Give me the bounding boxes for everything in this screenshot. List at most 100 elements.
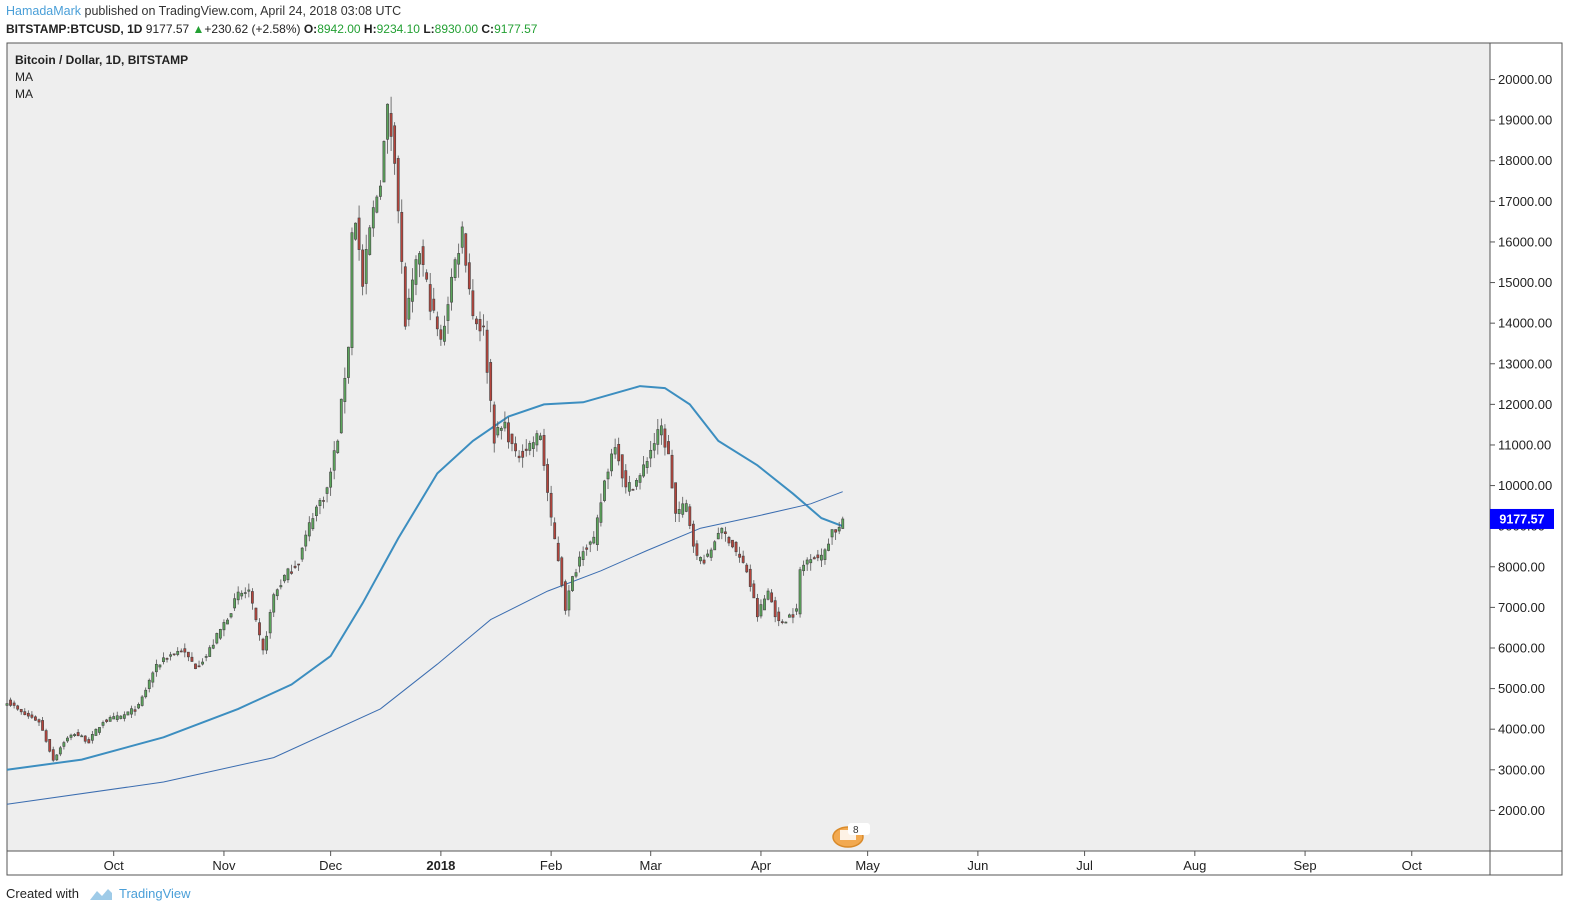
candle <box>460 221 464 254</box>
candle <box>147 678 151 693</box>
candle <box>453 257 457 281</box>
candle <box>748 564 752 592</box>
candle <box>325 486 329 503</box>
candle <box>492 401 496 453</box>
candle <box>571 575 574 592</box>
last-price-label: 9177.57 <box>1490 508 1554 529</box>
candle <box>656 419 660 455</box>
tradingview-link[interactable]: TradingView <box>118 886 191 901</box>
candle <box>300 547 304 562</box>
price-axis[interactable] <box>1489 42 1563 852</box>
candle <box>130 705 133 719</box>
candle <box>137 702 140 710</box>
candle <box>841 516 845 530</box>
candle <box>361 244 365 296</box>
last-price-value: 9177.57 <box>1499 512 1544 526</box>
event-count-box <box>848 823 870 835</box>
candle <box>343 367 347 414</box>
candle <box>834 529 838 540</box>
candle <box>777 607 781 627</box>
created-with-text: Created with <box>6 886 79 901</box>
candle <box>603 479 606 503</box>
candle <box>787 613 791 618</box>
candle <box>240 590 244 600</box>
candle <box>517 450 521 463</box>
publish-info: HamadaMark published on TradingView.com,… <box>6 4 401 18</box>
candle <box>411 268 414 313</box>
open-label: O: <box>303 22 318 36</box>
candle <box>339 398 343 434</box>
candle <box>514 436 517 457</box>
ma-slow-line <box>6 491 843 805</box>
candle <box>144 687 148 699</box>
candle <box>741 550 745 564</box>
candle <box>236 586 240 605</box>
candle <box>154 659 158 677</box>
candle <box>556 536 560 562</box>
candle <box>229 612 233 619</box>
candle <box>304 530 308 552</box>
y-tick-label: 10000.00 <box>1498 478 1552 493</box>
candle <box>667 435 670 455</box>
low-value: 8930.00 <box>434 22 479 36</box>
candle <box>407 288 411 327</box>
candle <box>414 255 418 296</box>
candle <box>599 493 603 527</box>
candle <box>133 705 137 716</box>
price-change: +230.62 (+2.58%) <box>204 22 301 36</box>
candle <box>791 608 795 624</box>
event-count: 8 <box>853 825 859 836</box>
x-tick-label: Mar <box>640 858 663 873</box>
candle <box>759 599 763 619</box>
time-axis[interactable] <box>6 850 1491 876</box>
candle <box>290 564 293 575</box>
candle <box>315 504 318 522</box>
candle <box>638 473 642 490</box>
candle <box>5 699 9 707</box>
candle <box>26 710 30 719</box>
candle <box>23 708 27 716</box>
candle <box>457 243 461 278</box>
candle <box>695 540 699 561</box>
candle <box>528 440 532 456</box>
candle <box>507 417 510 449</box>
candle <box>709 547 713 562</box>
candle <box>731 539 734 549</box>
high-value: 9234.10 <box>376 22 420 36</box>
candle <box>425 269 429 283</box>
y-tick-label: 15000.00 <box>1498 275 1552 290</box>
candle <box>329 467 333 496</box>
candle <box>357 205 361 261</box>
candle <box>560 556 564 588</box>
candle <box>446 296 450 334</box>
last-price-box <box>1490 508 1554 529</box>
plot-area[interactable] <box>6 42 1491 852</box>
candle <box>176 647 180 657</box>
published-text: published on TradingView.com, April 24, … <box>84 4 402 18</box>
candle <box>780 619 784 625</box>
candle <box>812 555 816 560</box>
candle <box>837 521 841 535</box>
candle <box>190 652 194 662</box>
author-link[interactable]: HamadaMark <box>6 4 82 18</box>
candle <box>588 540 592 553</box>
candle <box>620 454 624 488</box>
candle <box>795 603 798 615</box>
candle <box>809 554 813 571</box>
candle <box>645 457 649 474</box>
candle <box>503 411 507 432</box>
candle <box>151 671 155 688</box>
candle <box>471 279 475 320</box>
economic-event-badge[interactable]: 8 <box>832 823 870 848</box>
candle <box>332 441 336 480</box>
candle <box>677 501 681 523</box>
candle <box>115 711 119 722</box>
candle <box>90 731 94 744</box>
candle <box>396 155 400 224</box>
candle <box>293 560 297 569</box>
candle <box>350 227 354 356</box>
candle <box>73 733 76 737</box>
candle <box>613 438 617 459</box>
candle <box>624 464 628 494</box>
